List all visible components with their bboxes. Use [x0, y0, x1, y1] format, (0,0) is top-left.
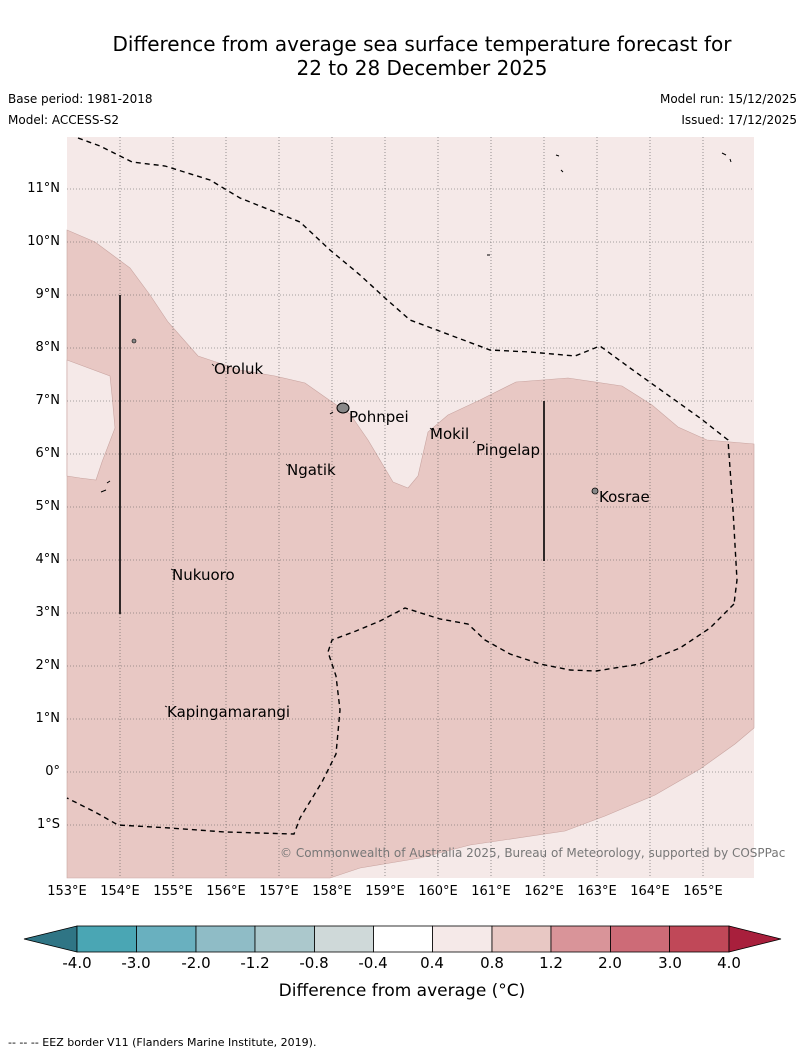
title-line-2: 22 to 28 December 2025	[296, 56, 548, 80]
lon-label: 161°E	[471, 884, 511, 899]
anomaly-region-southeast	[735, 728, 754, 878]
lon-label: 156°E	[206, 884, 246, 899]
colorbar-tick: 2.0	[598, 954, 622, 972]
atoll-mark-ngatik	[285, 463, 289, 467]
colorbar-under-triangle	[23, 925, 78, 953]
anomaly-region-northeast	[600, 137, 754, 190]
colorbar-segment-10	[610, 925, 670, 953]
colorbar-tick: -1.2	[240, 954, 270, 972]
eez-border-east	[66, 603, 735, 835]
gridlines	[67, 137, 754, 878]
place-label-nukuoro: Nukuoro	[172, 566, 235, 584]
colorbar-tick: -0.8	[299, 954, 329, 972]
colorbar-segment-3	[195, 925, 256, 953]
colorbar-segment-1	[76, 925, 137, 953]
place-label-kapingamarangi: Kapingamarangi	[167, 703, 291, 721]
colorbar-tick: 0.8	[480, 954, 504, 972]
colorbar-segment-4	[254, 925, 315, 953]
lon-label: 155°E	[153, 884, 193, 899]
colorbar-tick: 0.4	[420, 954, 444, 972]
colorbar-segment-11	[669, 925, 730, 953]
lon-label: 154°E	[100, 884, 140, 899]
map-title: Difference from average sea surface temp…	[0, 32, 804, 80]
lat-label: 0°	[45, 764, 60, 779]
kosrae-island-shape	[591, 487, 599, 495]
lon-label: 165°E	[683, 884, 723, 899]
colorbar-tick: 3.0	[658, 954, 682, 972]
pohnpei-island-shape	[336, 402, 350, 414]
lon-label: 160°E	[418, 884, 458, 899]
place-label-mokil: Mokil	[430, 425, 470, 443]
lat-label: 6°N	[35, 446, 61, 461]
colorbar-over-triangle	[728, 925, 782, 953]
colorbar-segment-2	[136, 925, 197, 953]
place-label-ngatik: Ngatik	[287, 461, 336, 479]
lat-label: 5°N	[35, 499, 61, 514]
place-label-pingelap: Pingelap	[476, 441, 541, 459]
island-fragment-pohnpei	[329, 411, 334, 415]
title-line-1: Difference from average sea surface temp…	[112, 32, 732, 56]
colorbar-segment-9	[550, 925, 611, 953]
atoll-mark-oroluk	[211, 363, 215, 367]
colorbar-tick: -2.0	[181, 954, 211, 972]
lat-label: 7°N	[35, 393, 61, 408]
eez-borders	[66, 137, 738, 835]
lon-label: 159°E	[365, 884, 405, 899]
colorbar-tick: 1.2	[539, 954, 563, 972]
model-run: Model run: 15/12/2025	[659, 92, 797, 106]
colorbar-tick: 4.0	[717, 954, 741, 972]
base-period: Base period: 1981-2018	[8, 92, 153, 106]
lat-label: 8°N	[35, 340, 61, 355]
lat-label: 11°N	[27, 181, 60, 196]
place-label-pohnpei: Pohnpei	[349, 408, 409, 426]
colorbar-tick: -3.0	[121, 954, 151, 972]
eez-legend-footer: -- -- -- EEZ border V11 (Flanders Marine…	[8, 1036, 317, 1049]
copyright-notice: © Commonwealth of Australia 2025, Bureau…	[280, 846, 786, 860]
lat-label: 4°N	[35, 552, 61, 567]
lon-label: 162°E	[524, 884, 564, 899]
colorbar-tick: -4.0	[62, 954, 92, 972]
lat-label: 3°N	[35, 605, 61, 620]
eez-border-north	[77, 137, 738, 605]
island-fragment-west	[100, 480, 111, 493]
anomaly-region-0-8-to-1-2	[66, 229, 755, 879]
anomaly-region-west-patch	[66, 359, 116, 481]
lon-label: 153°E	[47, 884, 87, 899]
atoll-mark-mokil	[429, 427, 433, 431]
island-fragment-north1	[555, 154, 564, 173]
atoll-mark-nukuoro	[170, 568, 174, 571]
colorbar-title: Difference from average (°C)	[278, 981, 526, 1001]
lon-label: 164°E	[630, 884, 670, 899]
lat-label: 9°N	[35, 287, 61, 302]
colorbar	[23, 925, 782, 953]
colorbar-segment-8	[491, 925, 552, 953]
colorbar-segment-7	[432, 925, 493, 953]
atoll-mark-pingelap	[472, 440, 476, 444]
lat-label: 1°S	[36, 817, 60, 832]
colorbar-segment-6	[373, 925, 433, 953]
atoll-mark-kapingamarangi	[164, 705, 168, 708]
lat-label: 10°N	[27, 234, 60, 249]
issued-date: Issued: 17/12/2025	[681, 113, 797, 127]
place-label-kosrae: Kosrae	[599, 488, 650, 506]
lat-label: 2°N	[35, 658, 61, 673]
lon-label: 157°E	[259, 884, 299, 899]
islands	[100, 152, 732, 708]
lon-label: 158°E	[312, 884, 352, 899]
island-dot-west	[131, 338, 137, 344]
island-fragment-north2	[721, 152, 732, 163]
lon-label: 163°E	[577, 884, 617, 899]
model-name: Model: ACCESS-S2	[8, 113, 120, 127]
colorbar-tick: -0.4	[358, 954, 388, 972]
place-label-oroluk: Oroluk	[214, 360, 264, 378]
lat-label: 1°N	[35, 711, 61, 726]
colorbar-segment-5	[314, 925, 374, 953]
